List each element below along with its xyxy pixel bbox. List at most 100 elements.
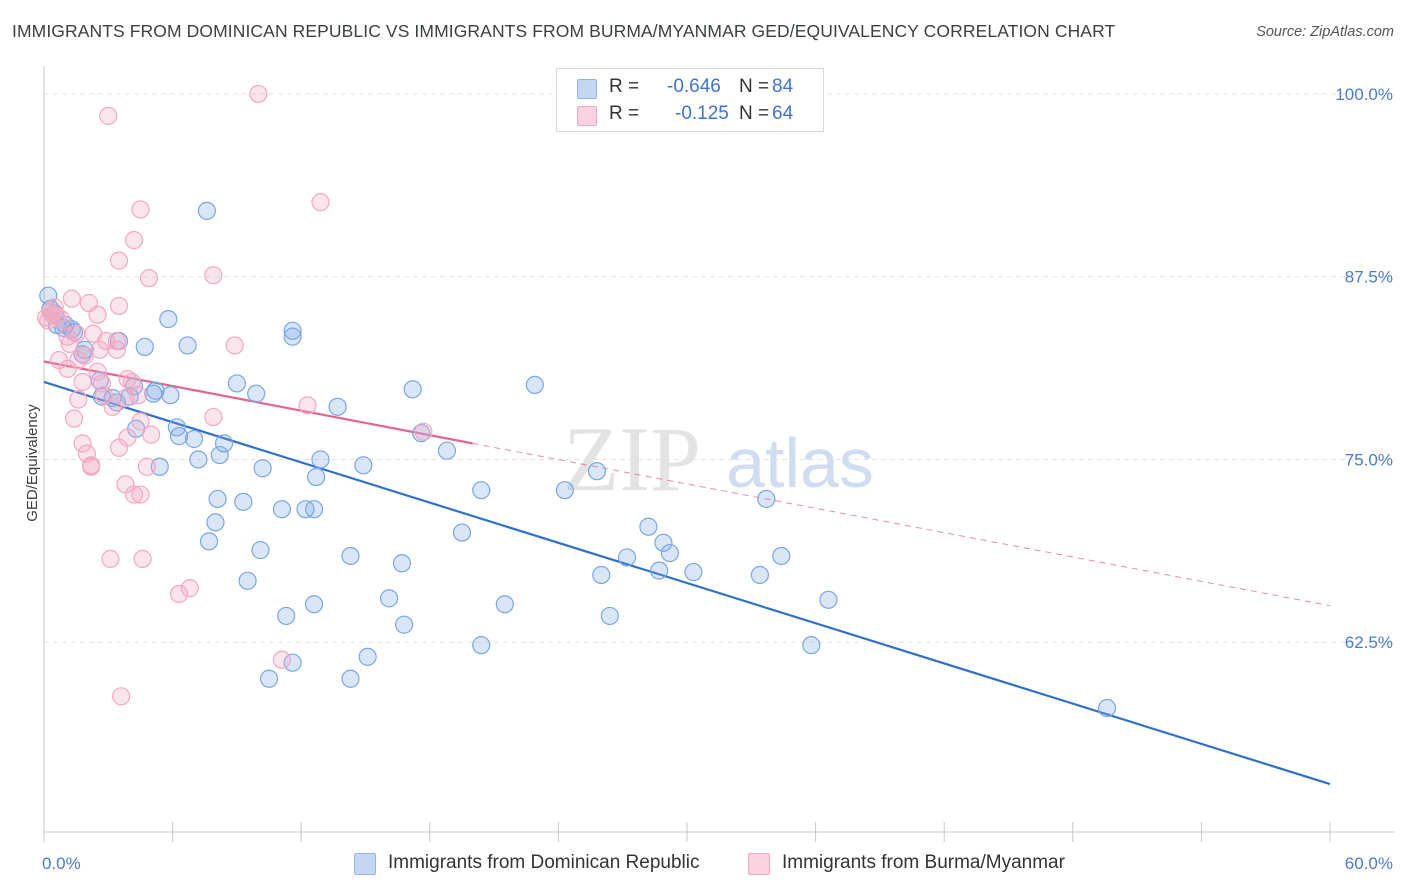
data-point-dominican-republic <box>283 321 302 340</box>
data-point-dominican-republic <box>354 456 373 475</box>
data-point-burma-myanmar <box>124 231 144 250</box>
data-point-dominican-republic <box>146 381 165 400</box>
data-point-dominican-republic <box>234 492 253 511</box>
trend-line-dominican-republic <box>43 380 1331 786</box>
legend-n-label: N = <box>739 76 770 97</box>
axes <box>43 66 1395 842</box>
data-point-burma-myanmar <box>101 549 120 568</box>
data-point-dominican-republic <box>161 386 180 405</box>
data-point-dominican-republic <box>238 571 257 590</box>
data-point-dominican-republic <box>600 606 619 626</box>
source-credit: Source: ZipAtlas.com <box>1256 24 1394 40</box>
data-point-burma-myanmar <box>180 579 199 598</box>
data-point-dominican-republic <box>341 546 360 566</box>
data-point-burma-myanmar <box>43 305 62 324</box>
data-point-dominican-republic <box>307 467 326 487</box>
data-point-dominican-republic <box>135 337 154 356</box>
tick-labels: 62.5% 75.0% 87.5% 100.0% 0.0% 60.0% <box>42 85 1393 873</box>
data-point-dominican-republic <box>757 489 776 509</box>
bottom-legend-swatch-blue <box>354 853 376 875</box>
data-point-dominican-republic <box>452 523 472 542</box>
data-point-burma-myanmar <box>131 485 150 504</box>
data-point-burma-myanmar <box>52 310 71 329</box>
data-point-dominican-republic <box>472 636 491 655</box>
data-point-dominican-republic <box>283 653 302 672</box>
trend-line-extension-burma-myanmar <box>472 442 1331 607</box>
data-point-dominican-republic <box>341 669 360 688</box>
data-point-dominican-republic <box>197 201 216 221</box>
data-point-burma-myanmar <box>88 362 107 381</box>
data-point-dominican-republic <box>253 459 272 478</box>
legend-n-label: N = <box>739 103 770 124</box>
data-point-dominican-republic <box>379 589 399 608</box>
data-point-burma-myanmar <box>92 374 111 393</box>
data-point-burma-myanmar <box>90 340 109 359</box>
data-point-dominican-republic <box>617 548 637 567</box>
data-point-dominican-republic <box>189 450 208 469</box>
data-point-burma-myanmar <box>112 687 131 706</box>
data-point-dominican-republic <box>251 541 270 560</box>
watermark: ZIP atlas <box>563 408 874 510</box>
data-point-dominican-republic <box>555 481 574 500</box>
data-point-dominican-republic <box>150 457 169 476</box>
data-point-burma-myanmar <box>414 422 433 441</box>
data-point-burma-myanmar <box>109 296 129 316</box>
data-point-burma-myanmar <box>82 457 101 476</box>
data-point-dominican-republic <box>259 669 279 688</box>
data-point-dominican-republic <box>472 481 491 500</box>
data-point-dominican-republic <box>247 384 266 403</box>
data-point-dominican-republic <box>650 561 669 580</box>
data-point-burma-myanmar <box>311 193 330 212</box>
data-point-dominican-republic <box>358 647 377 666</box>
data-point-dominican-republic <box>210 445 229 465</box>
data-point-burma-myanmar <box>69 390 88 409</box>
y-tick-label: 62.5% <box>1345 633 1393 652</box>
chart-title: IMMIGRANTS FROM DOMINICAN REPUBLIC VS IM… <box>12 21 1116 41</box>
data-point-dominican-republic <box>750 565 769 585</box>
data-point-burma-myanmar <box>107 340 126 359</box>
data-point-dominican-republic <box>495 595 514 614</box>
data-point-burma-myanmar <box>73 434 92 453</box>
data-point-burma-myanmar <box>142 425 161 444</box>
legend-r-label: R = <box>609 103 640 124</box>
data-point-burma-myanmar <box>73 372 92 392</box>
watermark-atlas: atlas <box>726 424 874 502</box>
data-point-dominican-republic <box>206 513 225 532</box>
data-point-dominican-republic <box>587 462 607 481</box>
data-point-dominican-republic <box>184 429 204 449</box>
data-point-burma-myanmar <box>67 324 86 343</box>
data-point-dominican-republic <box>1097 698 1117 718</box>
y-tick-label: 100.0% <box>1335 85 1393 104</box>
data-point-dominican-republic <box>772 546 791 566</box>
legend-r-label: R = <box>609 76 640 97</box>
data-point-burma-myanmar <box>133 549 152 568</box>
data-point-burma-myanmar <box>169 584 189 604</box>
legend-n-value: 64 <box>772 103 794 124</box>
legend-swatch-pink <box>577 106 597 126</box>
y-axis-label: GED/Equivalency <box>24 404 41 522</box>
data-point-dominican-republic <box>214 434 234 453</box>
data-point-burma-myanmar <box>124 485 144 504</box>
data-point-dominican-republic <box>311 450 330 469</box>
data-point-dominican-republic <box>392 554 412 573</box>
data-point-burma-myanmar <box>103 397 122 416</box>
legend-swatch-blue <box>577 79 597 99</box>
data-point-dominican-republic <box>403 380 422 399</box>
data-point-dominican-republic <box>39 286 58 305</box>
watermark-zip: ZIP <box>563 408 701 510</box>
x-tick-label: 60.0% <box>1345 854 1393 873</box>
bottom-legend-label-pink: Immigrants from Burma/Myanmar <box>782 852 1065 873</box>
data-point-dominican-republic <box>283 327 302 346</box>
data-point-dominican-republic <box>208 489 227 509</box>
data-point-dominican-republic <box>272 500 292 519</box>
legend-r-value: -0.125 <box>675 103 729 124</box>
bottom-legend-swatch-pink <box>748 853 770 875</box>
data-point-dominican-republic <box>304 595 324 614</box>
data-point-dominican-republic <box>328 397 347 416</box>
data-point-burma-myanmar <box>64 409 84 428</box>
data-point-dominican-republic <box>159 310 178 329</box>
data-point-burma-myanmar <box>225 336 244 355</box>
data-point-dominican-republic <box>199 532 219 551</box>
data-point-burma-myanmar <box>58 359 77 378</box>
